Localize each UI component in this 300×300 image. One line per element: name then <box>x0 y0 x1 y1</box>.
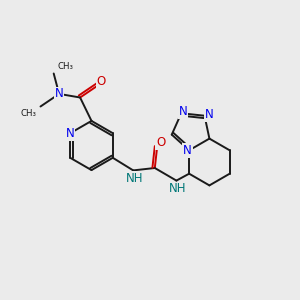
Text: NH: NH <box>169 182 187 196</box>
Text: N: N <box>66 127 75 140</box>
Text: NH: NH <box>126 172 143 185</box>
Text: CH₃: CH₃ <box>20 109 36 118</box>
Text: CH₃: CH₃ <box>57 62 73 71</box>
Text: O: O <box>156 136 165 149</box>
Text: O: O <box>97 75 106 88</box>
Text: N: N <box>183 144 192 157</box>
Text: N: N <box>55 87 64 101</box>
Text: N: N <box>205 108 213 121</box>
Text: N: N <box>178 105 187 118</box>
Text: N: N <box>183 144 192 157</box>
